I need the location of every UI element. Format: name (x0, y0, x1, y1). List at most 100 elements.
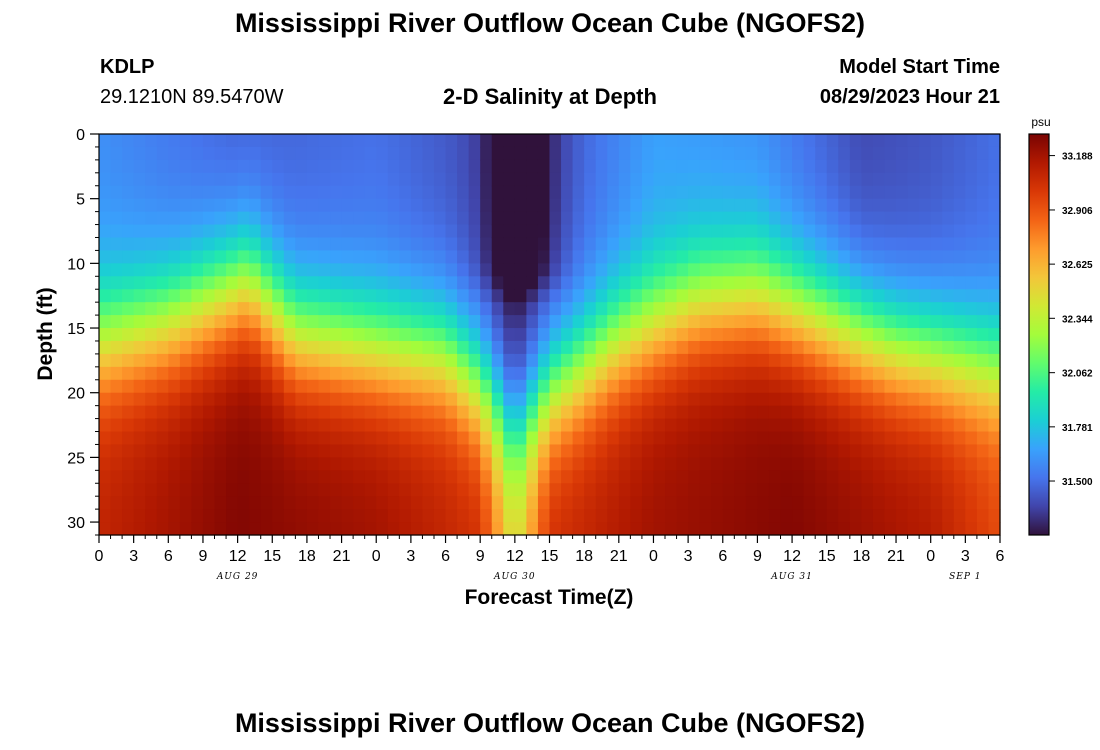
heatmap-cell (122, 276, 135, 290)
heatmap-cell (896, 263, 909, 277)
heatmap-cell (907, 315, 920, 329)
heatmap-cell (353, 289, 366, 303)
heatmap-cell (792, 457, 805, 471)
heatmap-cell (584, 340, 597, 355)
heatmap-cell (249, 328, 262, 342)
heatmap-cell (410, 185, 424, 200)
heatmap-cell (410, 392, 424, 407)
heatmap-cell (468, 470, 481, 484)
heatmap-cell (156, 470, 169, 484)
heatmap-cell (849, 418, 862, 433)
heatmap-cell (976, 418, 990, 433)
heatmap-cell (942, 340, 955, 355)
heatmap-cell (457, 392, 470, 407)
heatmap-cell (387, 198, 400, 213)
heatmap-cell (815, 379, 828, 394)
heatmap-cell (468, 263, 481, 277)
heatmap-cell (468, 457, 481, 471)
heatmap-cell (133, 198, 146, 213)
heatmap-cell (110, 444, 123, 458)
heatmap-cell (792, 496, 805, 510)
heatmap-cell (884, 172, 897, 187)
heatmap-cell (711, 418, 724, 433)
heatmap-cell (480, 431, 493, 446)
heatmap-cell (930, 276, 943, 290)
heatmap-cell (503, 444, 516, 458)
heatmap-cell (953, 522, 966, 536)
heatmap-cell (826, 185, 839, 200)
heatmap-cell (191, 496, 204, 510)
x-tick-label: 0 (649, 548, 658, 565)
heatmap-cell (387, 379, 400, 394)
heatmap-cell (872, 276, 886, 290)
heatmap-cell (953, 457, 966, 471)
heatmap-cell (942, 250, 955, 264)
heatmap-cell (99, 405, 112, 420)
heatmap-cell (884, 392, 897, 407)
heatmap-cell (988, 224, 1001, 239)
heatmap-cell (630, 457, 643, 471)
heatmap-cell (722, 237, 735, 252)
heatmap-cell (630, 302, 643, 316)
heatmap-cell (191, 431, 204, 446)
heatmap-cell (896, 353, 909, 368)
heatmap-cell (907, 340, 920, 355)
heatmap-cell (202, 444, 216, 458)
heatmap-cell (699, 315, 712, 329)
heatmap-cell (433, 340, 447, 355)
heatmap-cell (757, 263, 770, 277)
heatmap-cell (526, 211, 539, 226)
heatmap-cell (780, 483, 793, 497)
heatmap-cell (110, 353, 123, 368)
heatmap-cell (364, 211, 377, 226)
y-tick-label: 0 (76, 127, 85, 144)
heatmap-cell (607, 237, 620, 252)
heatmap-cell (653, 470, 666, 484)
heatmap-cell (907, 470, 920, 484)
heatmap-cell (168, 198, 181, 213)
heatmap-cell (896, 483, 909, 497)
heatmap-cell (214, 159, 227, 174)
heatmap-cell (202, 237, 216, 252)
heatmap-cell (122, 431, 135, 446)
heatmap-cell (168, 159, 181, 174)
heatmap-cell (330, 250, 343, 264)
heatmap-cell (653, 457, 666, 471)
heatmap-cell (734, 444, 747, 458)
heatmap-cell (988, 366, 1001, 381)
heatmap-cell (341, 289, 354, 303)
heatmap-cell (653, 483, 666, 497)
heatmap-cell (665, 353, 678, 368)
heatmap-cell (168, 134, 181, 148)
heatmap-cell (226, 457, 239, 471)
heatmap-cell (688, 379, 701, 394)
heatmap-cell (480, 418, 493, 433)
heatmap-cell (364, 509, 377, 523)
heatmap-cell (572, 522, 585, 536)
heatmap-cell (665, 185, 678, 200)
heatmap-cell (491, 134, 504, 148)
heatmap-cell (168, 353, 181, 368)
heatmap-cell (572, 146, 585, 161)
heatmap-cell (145, 146, 158, 161)
heatmap-cell (734, 250, 747, 264)
heatmap-cell (468, 496, 481, 510)
heatmap-cell (214, 224, 227, 239)
heatmap-cell (630, 353, 643, 368)
heatmap-cell (457, 405, 470, 420)
heatmap-cell (468, 431, 481, 446)
heatmap-cell (872, 250, 886, 264)
x-tick-label: 21 (887, 548, 905, 565)
heatmap-cell (953, 353, 966, 368)
heatmap-cell (641, 470, 655, 484)
heatmap-cell (445, 172, 458, 187)
heatmap-cell (745, 379, 759, 394)
heatmap-cell (491, 289, 504, 303)
heatmap-cell (145, 302, 158, 316)
heatmap-cell (953, 185, 966, 200)
heatmap-cell (491, 457, 504, 471)
heatmap-cell (491, 328, 504, 342)
heatmap-cell (561, 302, 574, 316)
heatmap-cell (99, 431, 112, 446)
heatmap-cell (318, 431, 331, 446)
